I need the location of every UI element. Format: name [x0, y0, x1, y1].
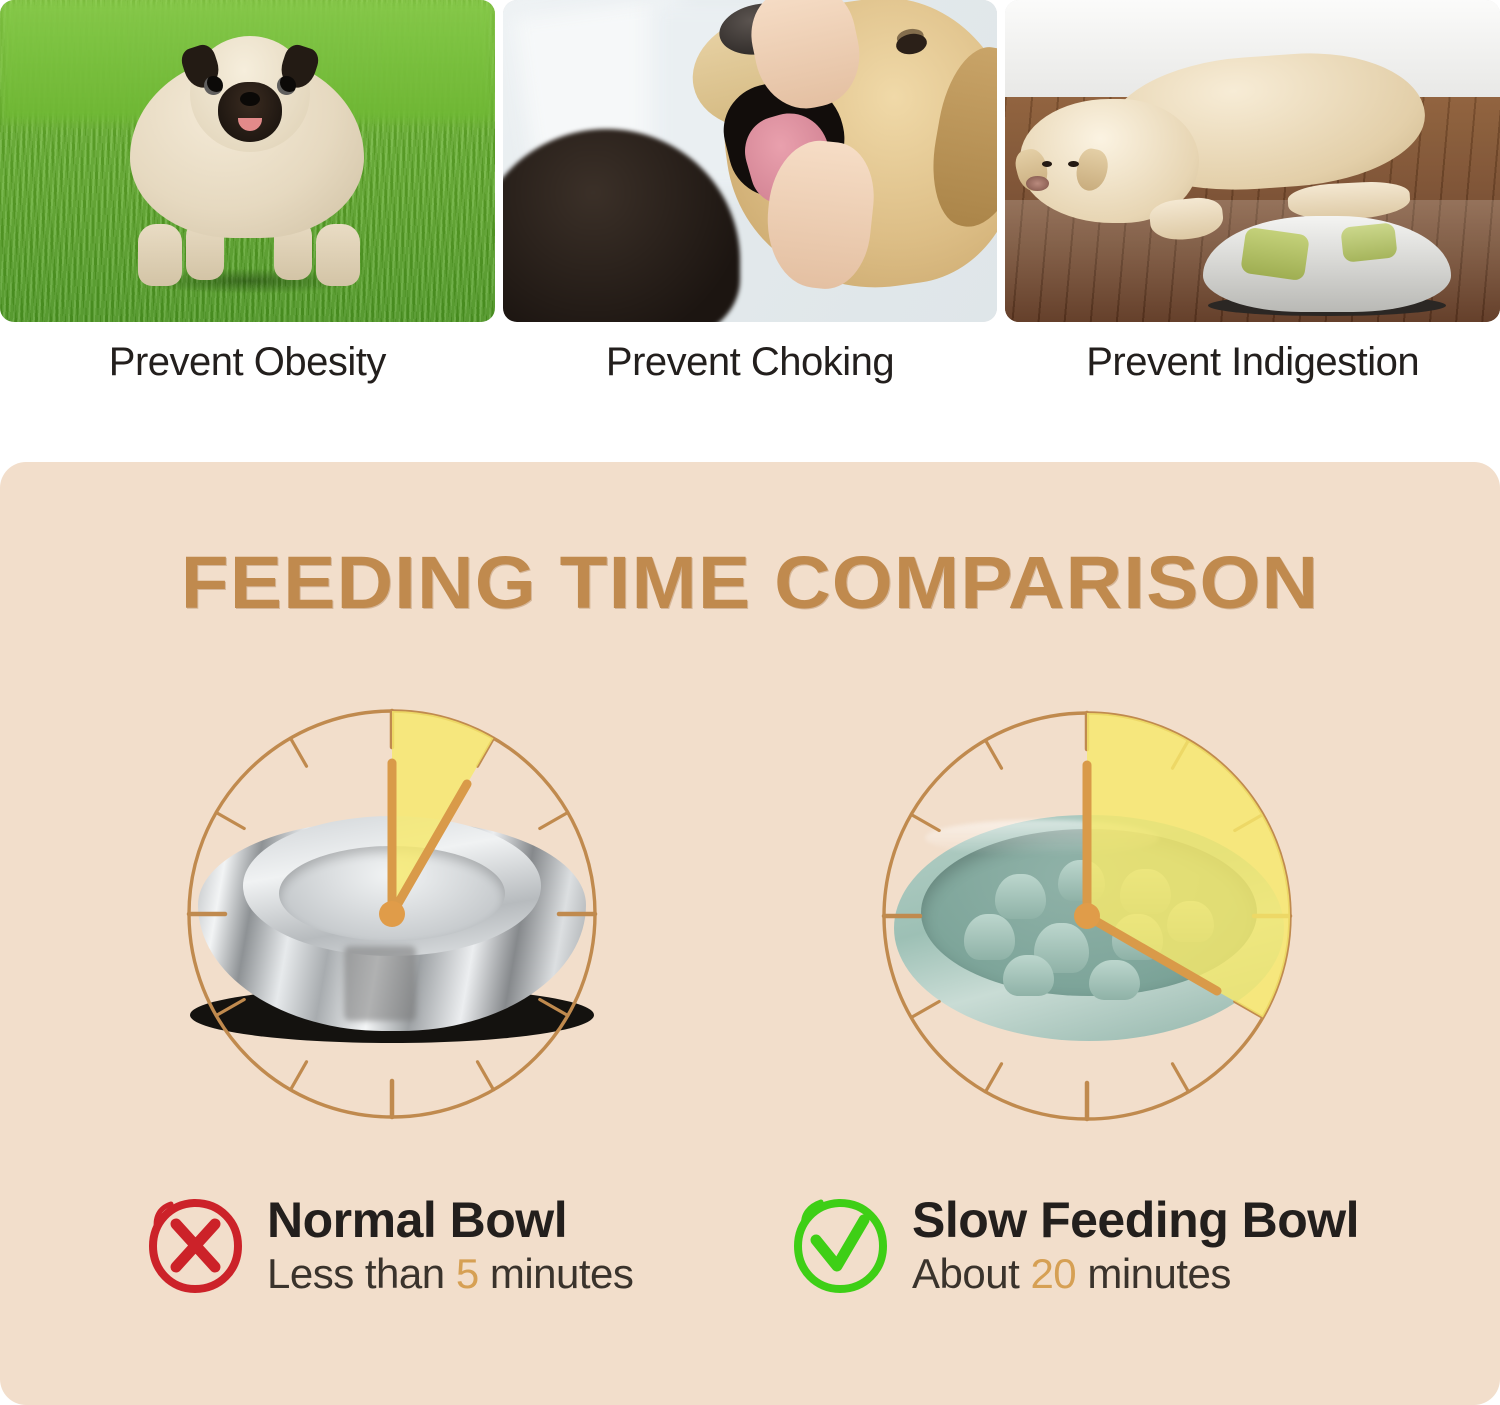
benefit-caption: Prevent Indigestion — [1086, 340, 1420, 384]
feeding-time-comparison-panel: FEEDING TIME COMPARISON — [0, 462, 1500, 1405]
person-checking-golden-retriever-mouth-photo — [502, 0, 998, 322]
legend-sub-number: 5 — [455, 1250, 479, 1297]
benefit-card-indigestion: Prevent Indigestion — [1005, 0, 1500, 462]
benefit-caption: Prevent Choking — [605, 340, 895, 384]
overweight-pug-on-grass-photo — [0, 0, 495, 322]
legend-sub-suffix: minutes — [1087, 1250, 1231, 1297]
red-circle-cross-icon — [148, 1199, 243, 1294]
benefit-card-obesity: Prevent Obesity — [0, 0, 495, 462]
clock-face-svg — [186, 708, 598, 1120]
legend-subtitle: About 20 minutes — [912, 1250, 1359, 1297]
page-title: FEEDING TIME COMPARISON — [180, 541, 1320, 624]
benefit-card-choking: Prevent Choking — [502, 0, 998, 462]
clock-dial-slow-feeding-bowl — [876, 705, 1298, 1127]
legend-sub-number: 20 — [1030, 1250, 1077, 1297]
clock-hand-minutes — [387, 779, 472, 919]
clock-dial-normal-bowl — [181, 703, 603, 1125]
legend-sub-prefix: About — [912, 1250, 1020, 1297]
clock-center-pin — [379, 901, 405, 927]
clock-hand-minutes — [1082, 911, 1222, 996]
legend-title: Normal Bowl — [267, 1192, 568, 1248]
legend-slow-feeding-bowl: Slow Feeding Bowl About 20 minutes — [790, 1192, 1360, 1297]
legend-title: Slow Feeding Bowl — [912, 1192, 1360, 1248]
labrador-lying-beside-food-bowl-photo — [1005, 0, 1500, 322]
legend-sub-prefix: Less than — [267, 1250, 445, 1297]
legend-subtitle: Less than 5 minutes — [267, 1250, 634, 1297]
benefits-strip: Prevent Obesity — [0, 0, 1500, 462]
legend-sub-suffix: minutes — [489, 1250, 634, 1297]
clock-center-pin — [1074, 903, 1100, 929]
benefit-caption: Prevent Obesity — [108, 340, 387, 384]
clock-face-svg — [881, 710, 1293, 1122]
green-circle-check-icon — [793, 1199, 888, 1294]
legend-normal-bowl: Normal Bowl Less than 5 minutes — [145, 1192, 634, 1297]
